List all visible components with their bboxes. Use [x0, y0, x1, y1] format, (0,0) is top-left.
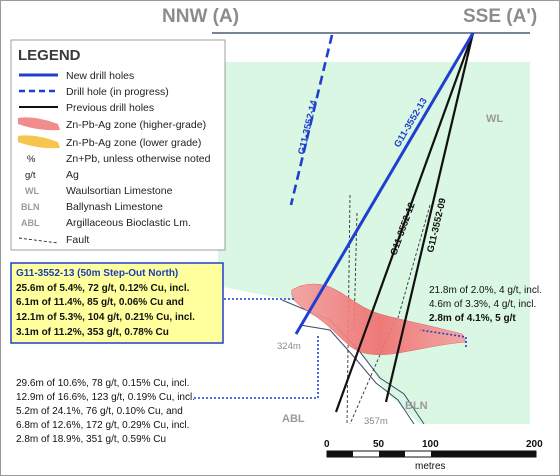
fault-line-1 — [346, 194, 351, 425]
legend-symbol-gpt: g/t — [25, 170, 36, 181]
scale-tick-200: 200 — [526, 439, 543, 450]
drill-hole-g11-3552-13 — [294, 32, 475, 335]
highlight-box: G11-3552-13 (50m Step-Out North) 25.6m o… — [10, 262, 224, 344]
right-result-2: 4.6m of 3.3%, 4 g/t, incl. — [429, 299, 536, 310]
drill-hole-g11-3552-12 — [334, 32, 475, 413]
leader-bottom — [194, 336, 319, 399]
highlight-line-2: 6.1m of 11.4%, 85 g/t, 0.06% Cu and — [16, 297, 184, 308]
bottom-result-5: 2.8m of 18.9%, 351 g/t, 0.59% Cu — [16, 434, 166, 445]
drill-hole-g11-3552-09 — [384, 32, 475, 403]
highlight-line-4: 3.1m of 11.2%, 353 g/t, 0.78% Cu — [16, 327, 169, 338]
drill-hole-g11-3552-14 — [289, 34, 334, 206]
high-grade-zone — [291, 283, 467, 356]
scale-seg-3 — [431, 451, 536, 457]
scale-bar: 0 50 100 200 metres — [324, 439, 543, 472]
scale-unit: metres — [415, 461, 446, 472]
legend-label-wl: Waulsortian Limestone — [66, 185, 173, 197]
bottom-result-3: 5.2m of 24.1%, 76 g/t, 0.10% Cu, and — [16, 406, 183, 417]
scale-tick-0: 0 — [324, 439, 330, 450]
legend-swatch-high-grade — [18, 117, 60, 131]
legend-label-high-grade: Zn-Pb-Ag zone (higher-grade) — [66, 119, 206, 131]
scale-tick-50: 50 — [373, 439, 385, 450]
scale-tick-100: 100 — [422, 439, 439, 450]
legend-label-percent: Zn+Pb, unless otherwise noted — [66, 153, 211, 165]
legend-label-bln: Ballynash Limestone — [66, 201, 163, 213]
highlight-line-3: 12.1m of 5.3%, 104 g/t, 0.21% Cu, incl. — [16, 312, 195, 323]
legend-symbol-bln: BLN — [21, 202, 40, 212]
bottom-result-4: 6.8m of 12.6%, 172 g/t, 0.29% Cu, incl. — [16, 420, 189, 431]
legend-swatch-fault — [18, 237, 59, 244]
highlight-box-bg — [10, 262, 224, 344]
formation-label-abl: ABL — [282, 413, 305, 425]
legend-label-gpt: Ag — [66, 169, 79, 181]
highlight-line-1: 25.6m of 5.4%, 72 g/t, 0.12% Cu, incl. — [16, 283, 190, 294]
legend-label-in-progress: Drill hole (in progress) — [66, 86, 169, 98]
right-result-1: 21.8m of 2.0%, 4 g/t, incl. — [429, 285, 542, 296]
legend: LEGEND New drill holes Drill hole (in pr… — [10, 39, 226, 251]
right-results: 21.8m of 2.0%, 4 g/t, incl. 4.6m of 3.3%… — [429, 285, 542, 324]
leader-right — [419, 329, 467, 347]
contact-line-lower — [299, 324, 415, 425]
legend-symbol-percent: % — [27, 154, 36, 165]
legend-symbol-abl: ABL — [21, 218, 40, 228]
depth-label-324m: 324m — [277, 341, 301, 352]
legend-label-previous-hole: Previous drill holes — [66, 102, 154, 114]
legend-symbol-wl: WL — [25, 186, 39, 196]
scale-seg-2 — [379, 451, 405, 457]
legend-title: LEGEND — [18, 47, 81, 64]
legend-label-new-hole: New drill holes — [66, 70, 134, 82]
scale-seg-1 — [327, 451, 353, 457]
legend-label-fault: Fault — [66, 234, 89, 246]
legend-label-abl: Argillaceous Bioclastic Lm. — [66, 217, 191, 229]
legend-swatch-low-grade — [18, 135, 60, 149]
bottom-result-2: 12.9m of 16.6%, 123 g/t, 0.19% Cu, incl. — [16, 392, 195, 403]
legend-label-low-grade: Zn-Pb-Ag zone (lower grade) — [66, 137, 201, 149]
bottom-result-1: 29.6m of 10.6%, 78 g/t, 0.15% Cu, incl. — [16, 378, 189, 389]
highlight-title: G11-3552-13 (50m Step-Out North) — [16, 268, 178, 279]
depth-label-357m: 357m — [364, 416, 388, 427]
section-start-label: NNW (A) — [162, 6, 239, 27]
fault-line-4 — [397, 204, 431, 319]
bottom-results: 29.6m of 10.6%, 78 g/t, 0.15% Cu, incl. … — [16, 378, 195, 445]
fault-line-3 — [349, 317, 397, 425]
formation-label-bln: BLN — [405, 400, 428, 412]
right-result-3: 2.8m of 4.1%, 5 g/t — [429, 313, 516, 324]
section-end-label: SSE (A') — [463, 6, 537, 27]
formation-label-wl: WL — [486, 113, 503, 125]
